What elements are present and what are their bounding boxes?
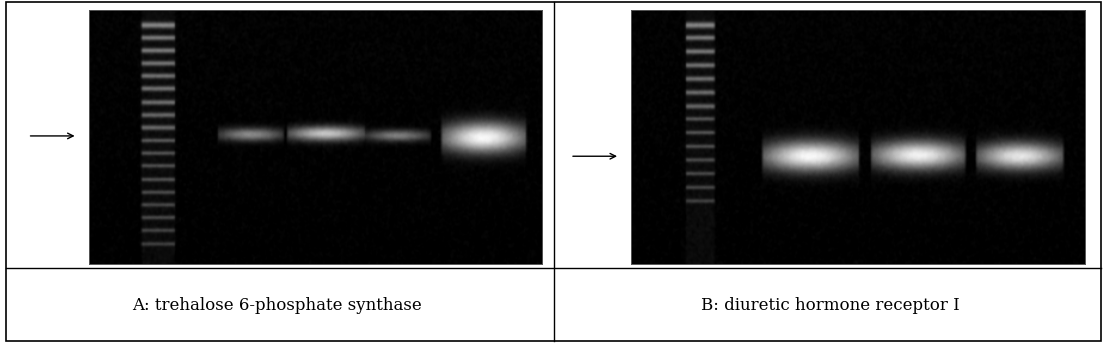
Text: B: diuretic hormone receptor I: B: diuretic hormone receptor I bbox=[701, 297, 960, 314]
Text: A: trehalose 6-phosphate synthase: A: trehalose 6-phosphate synthase bbox=[132, 297, 422, 314]
